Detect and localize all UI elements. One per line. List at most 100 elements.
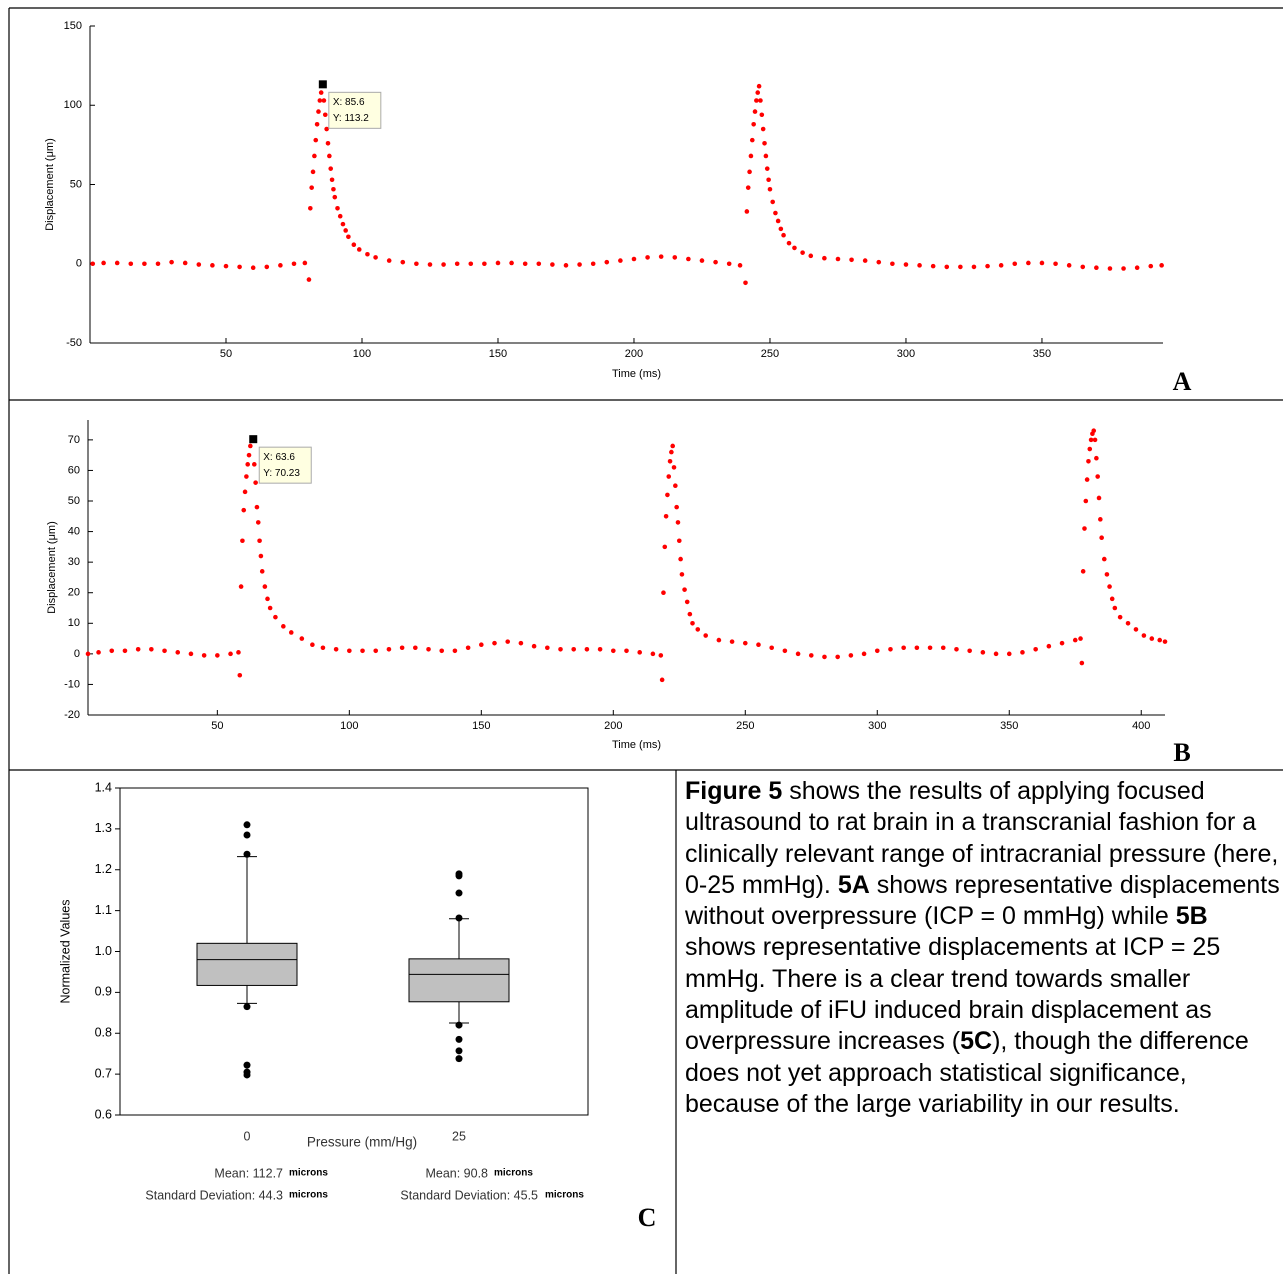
x-tick-label: 350 (1000, 720, 1018, 732)
x-tick-label: 250 (761, 348, 779, 360)
table-borders (8, 7, 1283, 1274)
outlier (243, 831, 251, 839)
data-point (690, 620, 695, 626)
data-point (1162, 639, 1168, 644)
data-point (665, 492, 670, 498)
data-point (331, 186, 336, 192)
data-point (687, 611, 693, 617)
data-tip-text: X: 85.6 (333, 97, 365, 108)
y-tick-label: 10 (68, 617, 80, 629)
data-point (699, 258, 705, 263)
x-tick-label: 100 (340, 720, 358, 732)
data-point (333, 646, 339, 652)
data-tip-marker (318, 80, 327, 89)
outlier (243, 1003, 251, 1011)
y-tick-label: 70 (68, 434, 80, 446)
x-tick-label: 50 (211, 720, 223, 732)
data-point (1157, 637, 1163, 643)
data-tip-text: Y: 113.2 (333, 113, 369, 124)
data-point (876, 259, 882, 265)
data-point (590, 261, 596, 267)
data-point (890, 261, 895, 267)
data-point (262, 584, 268, 589)
data-point (162, 648, 167, 654)
data-point (767, 186, 773, 192)
data-point (452, 648, 458, 654)
data-point (695, 627, 701, 632)
data-point (669, 449, 674, 455)
x-tick-label: 200 (625, 348, 643, 360)
data-point (563, 263, 569, 268)
data-point (1094, 455, 1099, 461)
data-point (465, 645, 471, 651)
data-point (155, 261, 161, 267)
data-point (312, 153, 317, 159)
data-point (755, 90, 761, 95)
data-point (400, 259, 406, 265)
data-point (85, 651, 91, 657)
data-point (325, 140, 331, 146)
data-point (754, 98, 759, 103)
data-point (770, 199, 775, 205)
data-point (482, 261, 487, 267)
data-point (128, 261, 134, 267)
data-point (618, 258, 623, 263)
data-point (1086, 458, 1091, 464)
caption-bold: 5A (837, 870, 870, 899)
data-point (241, 507, 247, 513)
data-point (254, 504, 260, 510)
y-tick-label: 1.0 (95, 944, 112, 958)
data-point (255, 520, 261, 525)
data-point (196, 262, 202, 267)
data-point (766, 177, 771, 183)
y-tick-label: 0.9 (95, 985, 112, 999)
data-point (328, 166, 334, 171)
data-point (308, 205, 313, 211)
data-point (686, 256, 691, 262)
data-point (1080, 569, 1086, 574)
data-point (1006, 651, 1012, 657)
data-point (244, 474, 249, 479)
data-point (536, 261, 542, 267)
outlier (455, 889, 463, 897)
data-point (650, 651, 656, 657)
data-point (1117, 614, 1123, 620)
data-point (259, 569, 265, 574)
data-point (1084, 477, 1090, 482)
data-point (278, 263, 283, 268)
data-point (1078, 636, 1083, 641)
data-point (577, 262, 582, 267)
panel-label: A (1173, 367, 1192, 396)
data-point (245, 462, 251, 467)
data-point (849, 257, 854, 263)
data-point (1072, 637, 1078, 643)
data-point (236, 650, 241, 655)
data-point (495, 260, 501, 266)
data-point (291, 261, 297, 267)
data-point (309, 185, 314, 190)
data-point (321, 98, 327, 103)
data-point (756, 83, 762, 89)
stat-unit: microns (289, 1190, 328, 1201)
x-axis-label: Time (ms) (612, 368, 661, 380)
data-point (604, 259, 610, 265)
outlier (243, 1061, 251, 1069)
data-point (658, 254, 664, 259)
data-point (413, 645, 418, 651)
data-point (310, 169, 316, 175)
data-point (182, 260, 188, 266)
data-point (306, 277, 312, 282)
data-point (545, 645, 550, 651)
data-point (775, 218, 781, 224)
data-point (505, 639, 511, 644)
data-point (684, 599, 690, 605)
data-point (1098, 517, 1103, 522)
caption-text: shows representative displacements witho… (685, 870, 1280, 931)
data-point (1094, 265, 1099, 271)
data-point (246, 452, 252, 458)
data-point (673, 483, 678, 489)
data-point (716, 637, 722, 643)
data-point (101, 260, 106, 266)
data-point (454, 261, 460, 267)
data-point (971, 264, 977, 270)
